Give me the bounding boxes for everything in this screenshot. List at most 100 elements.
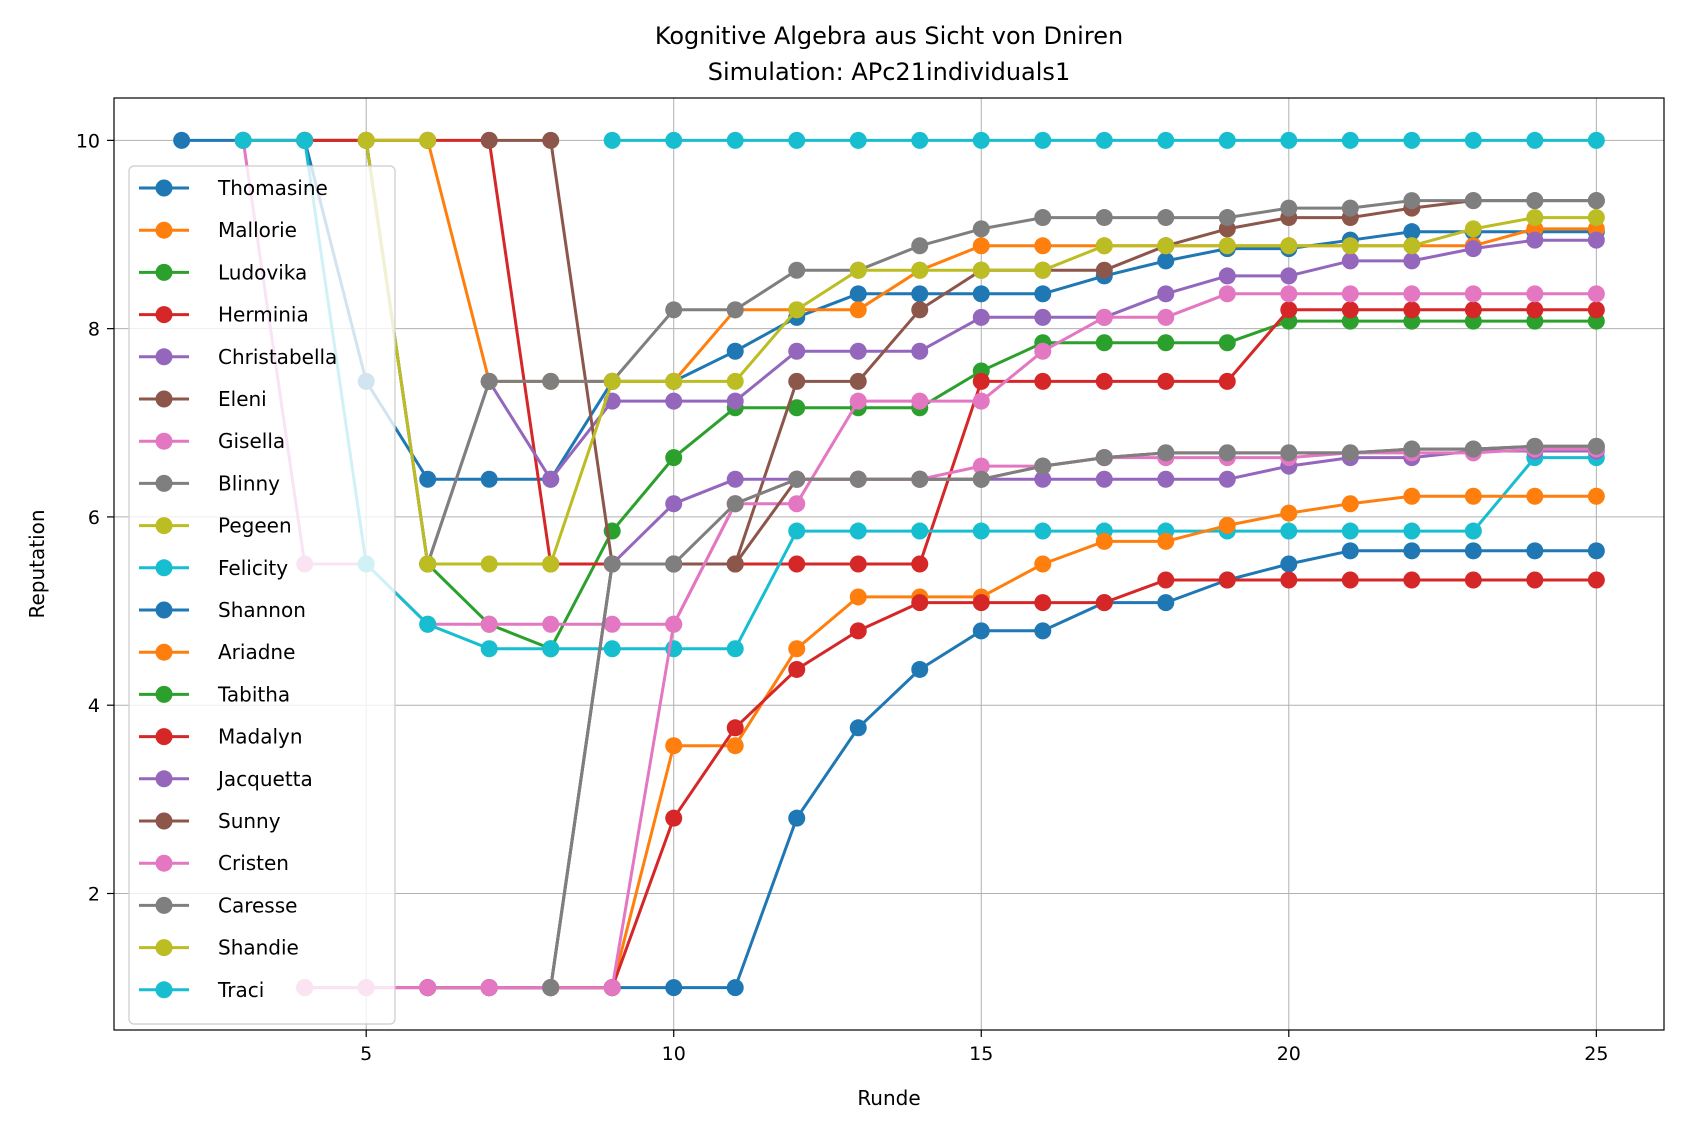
data-point bbox=[726, 301, 744, 319]
data-point bbox=[1157, 444, 1175, 462]
data-point bbox=[849, 588, 867, 606]
data-point bbox=[1095, 449, 1113, 467]
series-line bbox=[304, 138, 1597, 651]
data-point bbox=[726, 372, 744, 390]
legend-label: Jacquetta bbox=[216, 767, 313, 791]
data-point bbox=[542, 615, 560, 633]
legend-marker bbox=[155, 643, 173, 661]
data-point bbox=[1464, 487, 1482, 505]
data-point bbox=[1526, 192, 1544, 210]
data-point bbox=[1464, 220, 1482, 238]
data-point bbox=[1157, 237, 1175, 255]
data-point bbox=[419, 131, 437, 149]
data-point bbox=[1157, 285, 1175, 303]
data-point bbox=[1157, 209, 1175, 227]
legend-item: Herminia bbox=[139, 303, 309, 327]
data-point bbox=[1034, 209, 1052, 227]
data-point bbox=[1034, 622, 1052, 640]
data-point bbox=[972, 308, 990, 326]
data-point bbox=[1218, 267, 1236, 285]
data-point bbox=[1587, 437, 1605, 455]
legend-marker bbox=[155, 685, 173, 703]
data-point bbox=[911, 342, 929, 360]
data-point bbox=[1095, 334, 1113, 352]
legend-label: Tabitha bbox=[217, 682, 290, 706]
legend-label: Traci bbox=[217, 978, 264, 1002]
data-point bbox=[1341, 522, 1359, 540]
legend-item: Jacquetta bbox=[139, 767, 313, 791]
series-line bbox=[427, 494, 1597, 990]
legend-item: Caresse bbox=[139, 893, 297, 917]
data-point bbox=[1280, 199, 1298, 217]
data-point bbox=[972, 622, 990, 640]
data-point bbox=[603, 131, 621, 149]
data-point bbox=[480, 640, 498, 658]
series-traci bbox=[603, 131, 1605, 149]
data-point bbox=[911, 555, 929, 573]
legend-marker bbox=[155, 728, 173, 746]
data-point bbox=[788, 399, 806, 417]
data-point bbox=[665, 131, 683, 149]
data-point bbox=[1464, 131, 1482, 149]
legend-label: Herminia bbox=[218, 303, 309, 327]
data-point bbox=[1464, 542, 1482, 560]
plot-frame bbox=[113, 97, 1665, 1031]
data-point bbox=[1587, 209, 1605, 227]
x-tick-label: 20 bbox=[1277, 1043, 1301, 1065]
data-point bbox=[849, 392, 867, 410]
legend-marker bbox=[155, 474, 173, 492]
data-point bbox=[1403, 237, 1421, 255]
data-point bbox=[911, 237, 929, 255]
data-point bbox=[1034, 342, 1052, 360]
legend-label: Ludovika bbox=[218, 260, 307, 284]
data-point bbox=[1157, 372, 1175, 390]
legend-item: Tabitha bbox=[139, 682, 290, 706]
data-point bbox=[480, 615, 498, 633]
legend-marker bbox=[155, 770, 173, 788]
data-point bbox=[1034, 594, 1052, 612]
data-point bbox=[1464, 285, 1482, 303]
data-point bbox=[1341, 495, 1359, 513]
legend-item: Ludovika bbox=[139, 260, 307, 284]
data-point bbox=[849, 622, 867, 640]
legend-item: Ariadne bbox=[139, 640, 295, 664]
data-point bbox=[849, 372, 867, 390]
data-point bbox=[1587, 301, 1605, 319]
data-point bbox=[1157, 308, 1175, 326]
data-point bbox=[1280, 285, 1298, 303]
y-tick-label: 8 bbox=[88, 319, 100, 341]
data-point bbox=[726, 470, 744, 488]
data-point bbox=[1157, 334, 1175, 352]
legend-item: Shandie bbox=[139, 936, 299, 960]
legend-marker bbox=[155, 981, 173, 999]
data-point bbox=[603, 615, 621, 633]
data-point bbox=[972, 131, 990, 149]
data-point bbox=[1157, 131, 1175, 149]
legend-marker bbox=[155, 559, 173, 577]
data-point bbox=[788, 342, 806, 360]
data-point bbox=[1218, 237, 1236, 255]
data-point bbox=[726, 131, 744, 149]
legend-marker bbox=[155, 221, 173, 239]
data-point bbox=[1218, 285, 1236, 303]
data-point bbox=[1341, 542, 1359, 560]
series-layer bbox=[173, 131, 1605, 997]
data-point bbox=[665, 979, 683, 997]
legend-item: Cristen bbox=[139, 851, 289, 875]
data-point bbox=[788, 660, 806, 678]
legend-item: Traci bbox=[139, 978, 264, 1002]
legend-label: Christabella bbox=[218, 345, 337, 369]
data-point bbox=[849, 261, 867, 279]
data-point bbox=[1587, 571, 1605, 589]
data-point bbox=[911, 522, 929, 540]
data-point bbox=[788, 372, 806, 390]
legend-label: Blinny bbox=[218, 471, 280, 495]
data-point bbox=[788, 261, 806, 279]
y-tick-label: 10 bbox=[76, 130, 100, 152]
data-point bbox=[173, 131, 191, 149]
y-axis-label: Reputation bbox=[25, 509, 49, 618]
data-point bbox=[1280, 301, 1298, 319]
data-point bbox=[1218, 571, 1236, 589]
data-point bbox=[726, 640, 744, 658]
data-point bbox=[1280, 504, 1298, 522]
